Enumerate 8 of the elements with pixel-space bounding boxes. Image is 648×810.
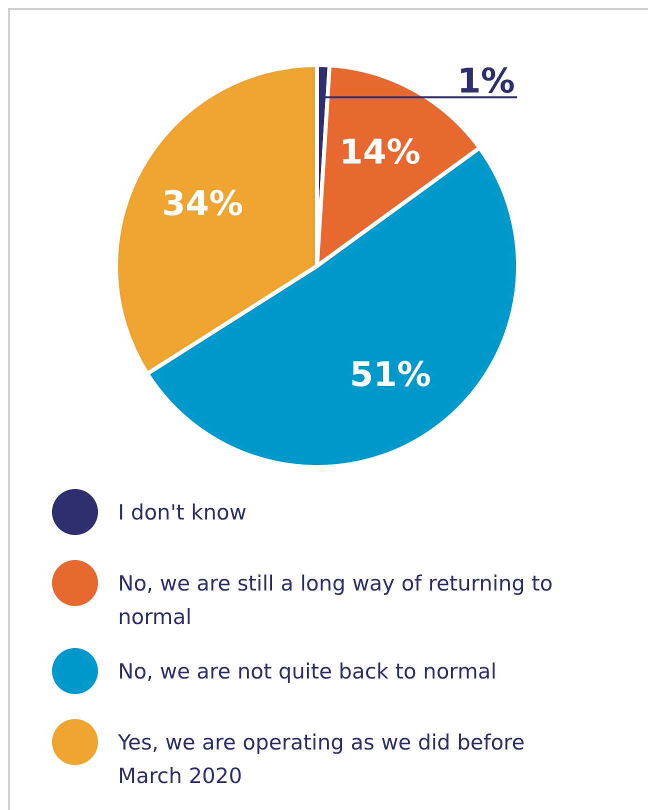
data-label: 14% (339, 132, 421, 172)
legend-label: No, we are still a long way of returning to normal (118, 571, 553, 629)
data-label: 34% (162, 184, 244, 224)
data-label: 1% (457, 61, 515, 102)
legend-label: I don't know (118, 500, 247, 524)
data-label: 51% (350, 354, 432, 395)
legend-label: Yes, we are operating as we did before March 2020 (117, 730, 525, 788)
legend-label: No, we are not quite back to normal (118, 659, 497, 684)
